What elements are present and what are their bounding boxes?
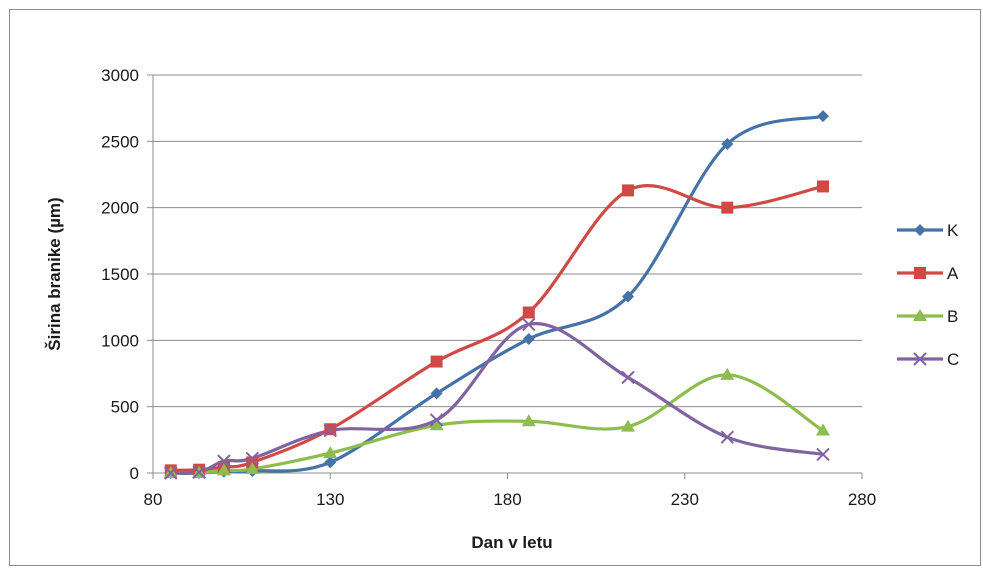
data-point-k: [324, 456, 337, 469]
legend-marker: [914, 267, 926, 279]
x-tick-label: 280: [848, 490, 876, 509]
data-point-k: [721, 137, 734, 150]
x-tick-label: 180: [493, 490, 521, 509]
data-point-a: [721, 201, 734, 214]
axes: [147, 74, 863, 479]
legend-item-k: K: [897, 221, 959, 240]
data-point-c: [816, 447, 830, 462]
legend: K A B C: [897, 221, 959, 369]
data-point-k: [622, 290, 635, 303]
legend-label: B: [947, 307, 958, 326]
data-point-a: [522, 306, 535, 319]
x-tick-label: 80: [144, 490, 163, 509]
legend-marker: [914, 224, 926, 236]
legend-item-c: C: [897, 350, 959, 369]
x-tick-label: 230: [671, 490, 699, 509]
tick-labels: 0 500 1000 1500 2000 2500 3000 80 130 180 230 280: [101, 66, 876, 509]
legend-item-b: B: [897, 307, 958, 326]
y-tick-label: 1000: [101, 331, 139, 350]
y-tick-label: 2000: [101, 199, 139, 218]
data-point-a: [817, 180, 830, 193]
data-point-k: [817, 110, 830, 123]
data-point-c: [245, 451, 259, 466]
x-axis-title: Dan v letu: [471, 533, 552, 552]
series-markers: [163, 110, 831, 480]
data-point-b: [323, 446, 338, 459]
data-point-b: [521, 414, 536, 427]
y-axis-title: Širina branike (µm): [45, 197, 64, 350]
legend-label: A: [947, 264, 959, 283]
y-tick-label: 1500: [101, 265, 139, 284]
series-lines: [169, 114, 825, 475]
legend-label: K: [947, 221, 959, 240]
grid-lines: [153, 74, 862, 408]
data-point-b: [216, 463, 231, 476]
y-tick-label: 2500: [101, 132, 139, 151]
legend-marker: [913, 309, 927, 321]
data-point-b: [429, 418, 444, 431]
legend-item-a: A: [897, 264, 959, 283]
y-tick-label: 0: [130, 464, 139, 483]
data-point-b: [720, 367, 735, 380]
data-point-c: [429, 413, 444, 427]
legend-label: C: [947, 350, 959, 369]
data-point-c: [621, 370, 635, 385]
data-point-a: [430, 355, 443, 368]
legend-marker: [913, 352, 927, 366]
data-point-c: [217, 454, 231, 468]
y-tick-label: 500: [111, 398, 139, 417]
data-point-c: [522, 317, 536, 332]
data-point-c: [720, 430, 734, 444]
y-tick-label: 3000: [101, 66, 139, 85]
data-point-c: [323, 423, 337, 438]
data-point-b: [245, 462, 260, 475]
data-point-c: [192, 465, 206, 480]
data-point-b: [621, 419, 636, 432]
series-line-a: [169, 184, 825, 472]
data-point-a: [622, 184, 635, 197]
data-point-k: [430, 387, 443, 400]
x-tick-label: 130: [316, 490, 344, 509]
series-line-b: [169, 373, 825, 475]
data-point-k: [522, 333, 535, 346]
data-point-c: [164, 466, 178, 480]
data-point-b: [816, 423, 831, 436]
series-line-c: [169, 322, 825, 475]
